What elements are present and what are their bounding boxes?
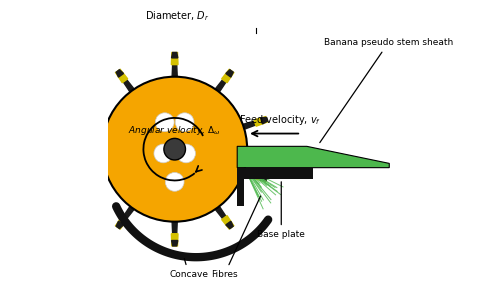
- Polygon shape: [226, 70, 233, 77]
- Circle shape: [154, 144, 172, 163]
- Text: Fibres: Fibres: [211, 196, 260, 279]
- Polygon shape: [243, 169, 267, 181]
- Polygon shape: [116, 216, 128, 229]
- Text: Feed velocity, $v_f$: Feed velocity, $v_f$: [238, 113, 321, 127]
- Text: Base plate: Base plate: [258, 182, 305, 239]
- Polygon shape: [172, 241, 178, 246]
- Polygon shape: [260, 117, 267, 124]
- Circle shape: [156, 113, 174, 131]
- Polygon shape: [215, 70, 232, 92]
- Polygon shape: [82, 174, 89, 181]
- Polygon shape: [254, 117, 268, 126]
- Polygon shape: [82, 172, 96, 182]
- Circle shape: [164, 138, 186, 160]
- Polygon shape: [82, 118, 106, 129]
- Circle shape: [175, 113, 194, 131]
- Polygon shape: [116, 69, 128, 83]
- Polygon shape: [226, 221, 233, 228]
- Bar: [237, 168, 244, 206]
- Polygon shape: [116, 206, 134, 228]
- Text: Banana pseudo stem sheath: Banana pseudo stem sheath: [320, 38, 453, 143]
- Polygon shape: [172, 53, 178, 65]
- Bar: [237, 168, 312, 179]
- Polygon shape: [172, 53, 177, 77]
- Polygon shape: [116, 70, 124, 77]
- Circle shape: [166, 172, 184, 191]
- Polygon shape: [222, 69, 234, 83]
- Polygon shape: [222, 216, 234, 229]
- Polygon shape: [260, 174, 267, 181]
- Polygon shape: [172, 222, 177, 246]
- Polygon shape: [172, 234, 178, 246]
- Text: Scratching knife/blade: Scratching knife/blade: [0, 286, 1, 287]
- Polygon shape: [82, 117, 96, 126]
- Polygon shape: [237, 146, 390, 168]
- Text: Concave: Concave: [170, 259, 208, 279]
- Text: Angular velocity, $\Delta_{\omega}$: Angular velocity, $\Delta_{\omega}$: [128, 124, 221, 137]
- Circle shape: [176, 144, 196, 163]
- Polygon shape: [243, 118, 267, 129]
- Polygon shape: [82, 169, 106, 181]
- Polygon shape: [215, 206, 232, 228]
- Text: Diameter, $D_r$: Diameter, $D_r$: [146, 9, 210, 23]
- Circle shape: [102, 77, 247, 222]
- Polygon shape: [172, 53, 178, 58]
- Polygon shape: [116, 221, 124, 228]
- Polygon shape: [116, 70, 134, 92]
- Polygon shape: [82, 117, 89, 124]
- Polygon shape: [254, 172, 268, 182]
